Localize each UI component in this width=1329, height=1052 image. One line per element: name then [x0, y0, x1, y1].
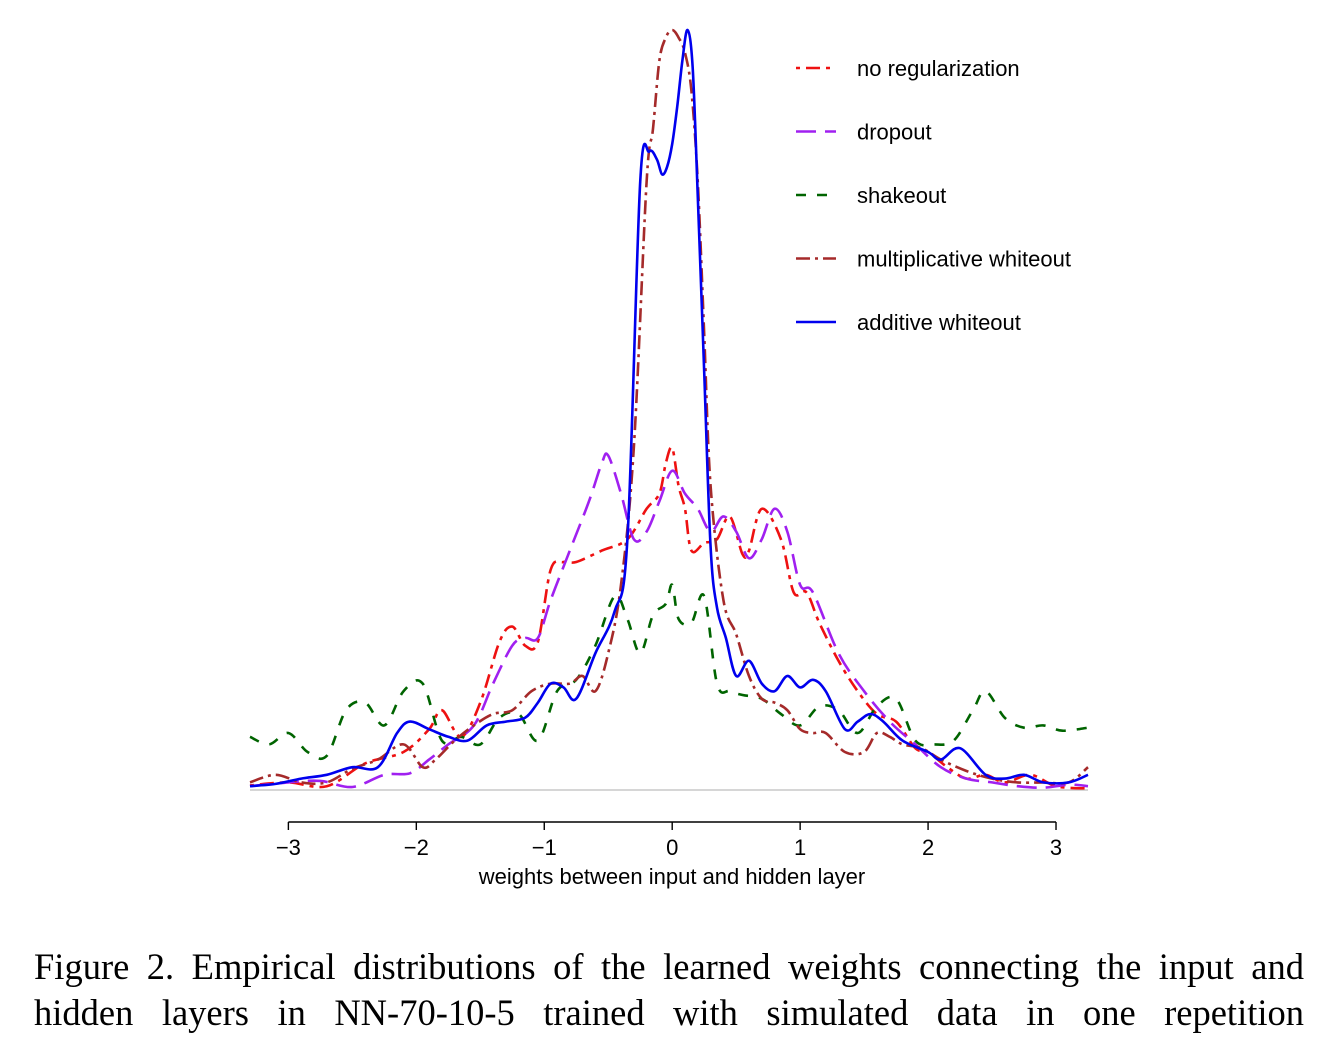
series-line-0: [249, 445, 1089, 790]
x-axis: −3 −2 −1 0 1 2 3: [276, 821, 1062, 860]
x-axis-label: weights between input and hidden layer: [478, 864, 866, 889]
series-lines: [249, 28, 1089, 791]
x-tick-label-1: −2: [404, 835, 429, 860]
figure-caption: Figure 2. Empirical distributions of the…: [34, 946, 1304, 1033]
x-tick-label-6: 3: [1050, 835, 1062, 860]
legend-label-1: dropout: [857, 120, 932, 145]
series-line-1: [249, 452, 1089, 790]
series-line-4: [249, 28, 1089, 788]
legend-label-4: additive whiteout: [857, 310, 1021, 335]
x-tick-label-0: −3: [276, 835, 301, 860]
series-line-3: [249, 28, 1089, 786]
legend-label-3: multiplicative whiteout: [857, 247, 1071, 272]
x-tick-label-3: 0: [666, 835, 678, 860]
legend-label-0: no regularization: [857, 56, 1020, 81]
x-tick-label-4: 1: [794, 835, 806, 860]
legend-label-2: shakeout: [857, 183, 946, 208]
x-tick-label-2: −1: [532, 835, 557, 860]
legend: no regularization dropout shakeout multipli…: [796, 56, 1071, 335]
series-line-2: [249, 583, 1089, 760]
x-tick-label-5: 2: [922, 835, 934, 860]
density-chart: −3 −2 −1 0 1 2 3 weights between input and hid…: [249, 28, 1089, 889]
